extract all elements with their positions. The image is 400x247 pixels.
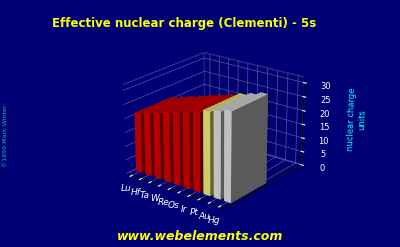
- Text: www.webelements.com: www.webelements.com: [117, 230, 283, 243]
- Text: Effective nuclear charge (Clementi) - 5s: Effective nuclear charge (Clementi) - 5s: [52, 17, 316, 30]
- Text: ©1999 Mark Winter: ©1999 Mark Winter: [4, 104, 8, 167]
